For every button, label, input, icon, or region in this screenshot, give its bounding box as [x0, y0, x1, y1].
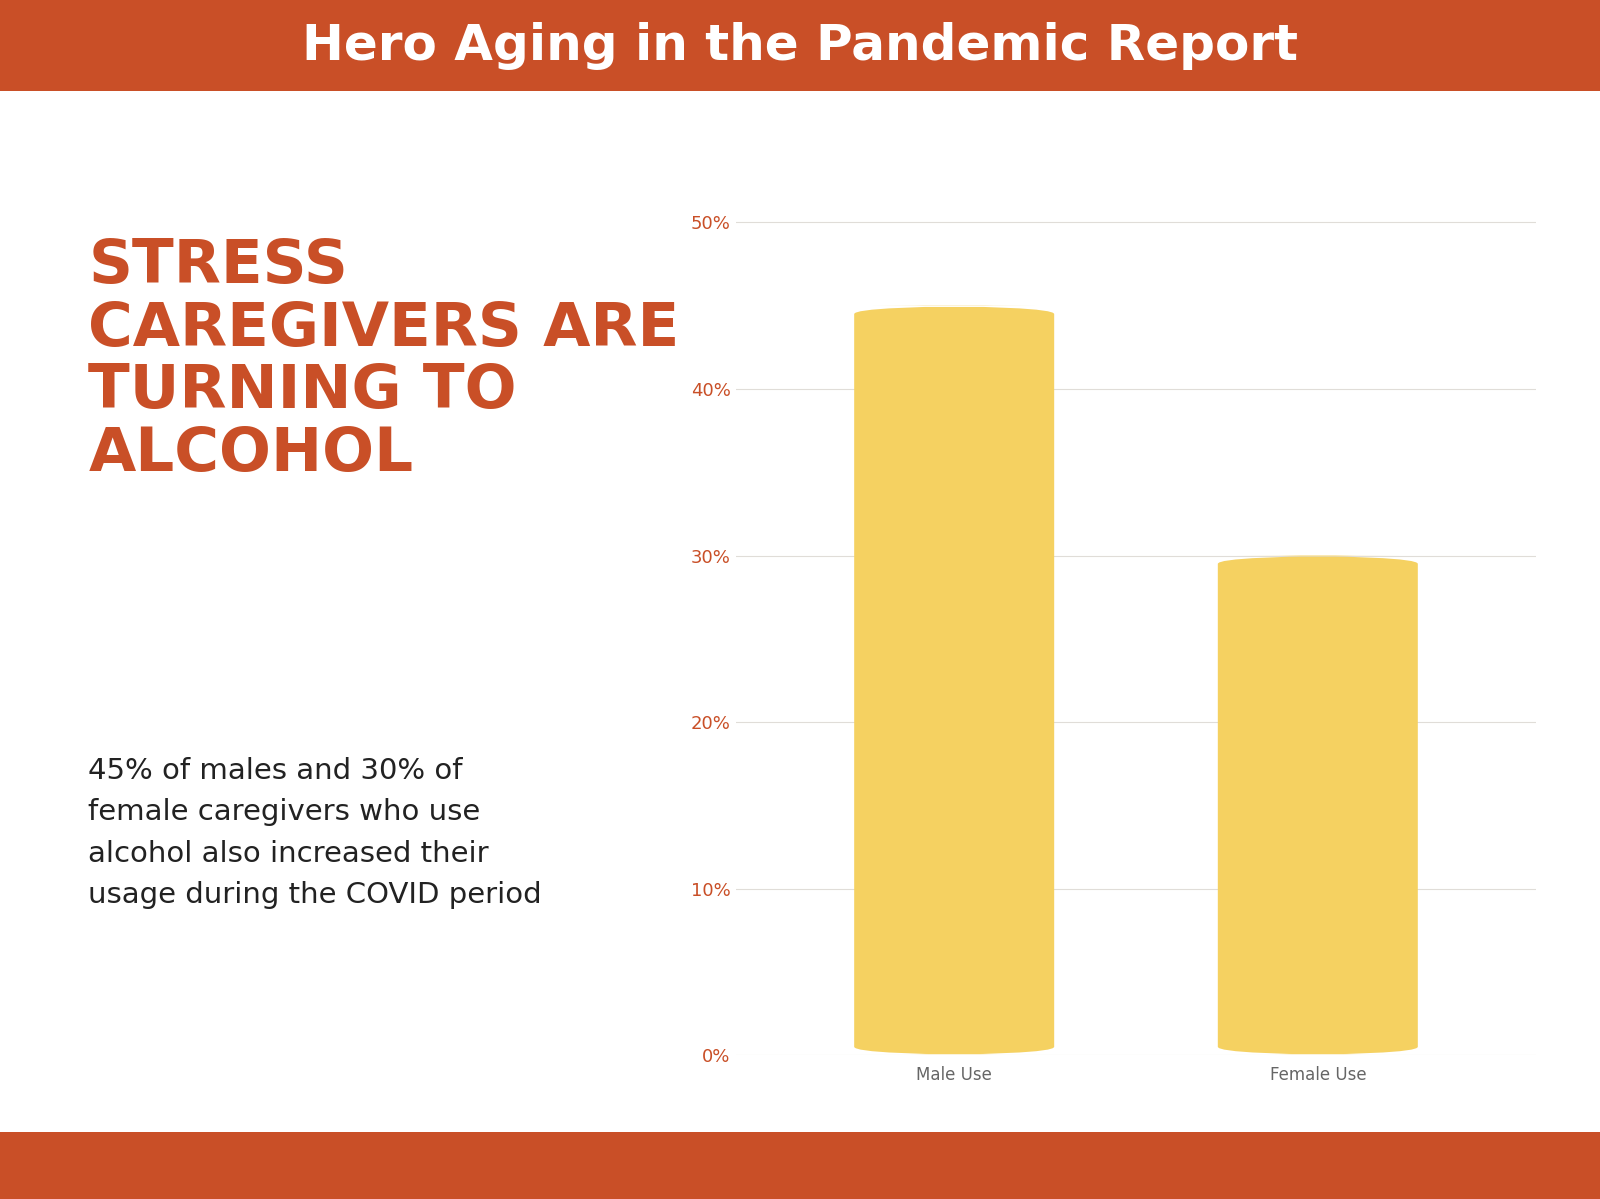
Text: Hero Aging in the Pandemic Report: Hero Aging in the Pandemic Report	[302, 22, 1298, 70]
FancyBboxPatch shape	[1218, 555, 1418, 1055]
Bar	[854, 306, 1054, 1055]
FancyBboxPatch shape	[854, 306, 1054, 1055]
Text: 45% of males and 30% of
female caregivers who use
alcohol also increased their
u: 45% of males and 30% of female caregiver…	[88, 758, 542, 909]
Text: STRESS
CAREGIVERS ARE
TURNING TO
ALCOHOL: STRESS CAREGIVERS ARE TURNING TO ALCOHOL	[88, 237, 680, 484]
Bar	[1218, 555, 1418, 1055]
